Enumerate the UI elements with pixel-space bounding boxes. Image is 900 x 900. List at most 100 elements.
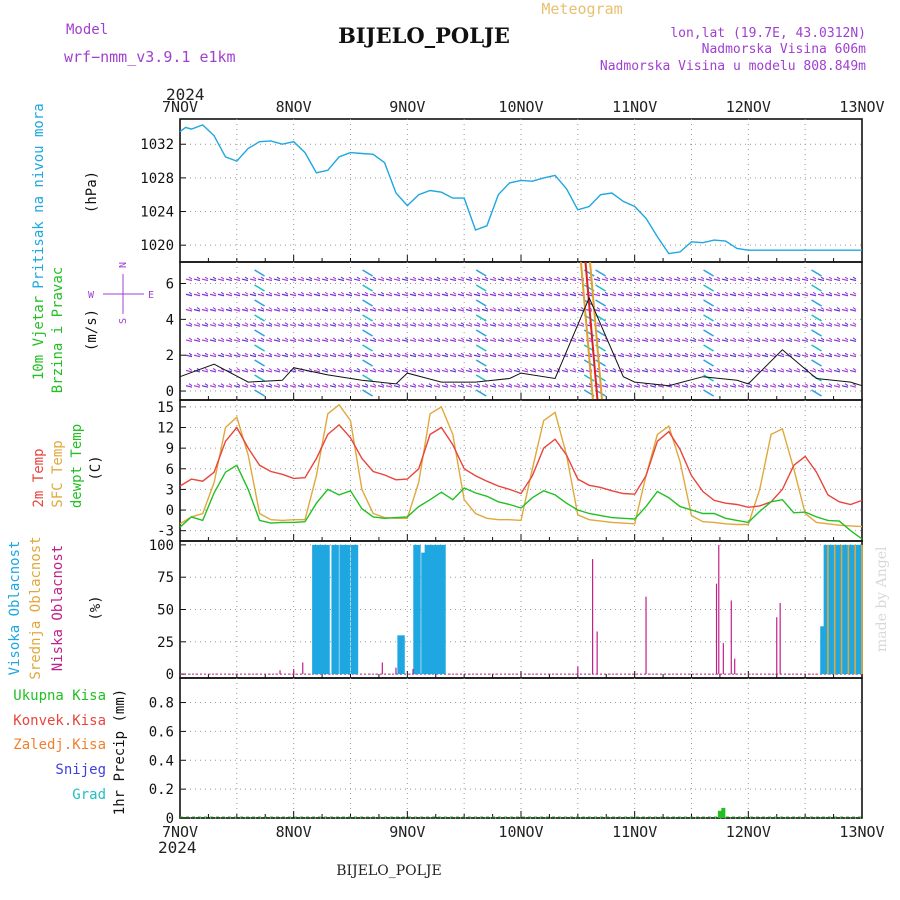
wind-arrow <box>737 324 745 327</box>
wind-arrow-head <box>516 322 521 326</box>
wind-arrow <box>329 324 337 327</box>
wind-arrow <box>441 293 449 297</box>
wind-arrow-head <box>508 276 513 280</box>
wind-arrow-head <box>420 276 425 280</box>
wind-arrow-head <box>244 337 249 341</box>
wind-arrow <box>497 278 505 282</box>
wind-arrow-head <box>692 276 697 280</box>
wind-arrow-head <box>388 276 393 280</box>
wind-arrow-head <box>364 276 369 280</box>
wind-arrow-head <box>372 291 377 295</box>
wind-arrow <box>201 308 209 312</box>
wind-arrow <box>401 293 409 297</box>
wind-arrow-transition <box>703 344 714 352</box>
wind-arrow-head <box>620 383 625 387</box>
wind-arrow-head <box>676 276 681 280</box>
wind-arrow-head <box>324 322 329 326</box>
wind-arrow <box>769 308 777 312</box>
wind-arrow-head <box>420 368 425 371</box>
wind-arrow-head <box>420 352 425 356</box>
wind-arrow-head <box>700 352 705 356</box>
wind-arrow-head <box>276 383 281 387</box>
wind-arrow <box>409 324 417 327</box>
wind-arrow-head <box>276 276 281 280</box>
wind-arrow-head <box>740 368 745 371</box>
wind-arrow <box>529 369 537 373</box>
wind-arrow <box>681 293 689 297</box>
wind-arrow <box>537 293 545 297</box>
wind-arrow <box>481 385 489 388</box>
wind-arrow <box>809 385 817 388</box>
wind-arrow-head <box>332 352 337 356</box>
y-tick-label: 0 <box>166 384 174 400</box>
wind-arrow <box>273 308 281 312</box>
wind-arrow <box>617 354 625 358</box>
wind-arrow <box>337 385 345 388</box>
wind-arrow-head <box>524 291 529 295</box>
wind-arrow-head <box>524 368 529 371</box>
wind-arrow-head <box>508 383 513 387</box>
wind-arrow-head <box>580 368 585 371</box>
wind-arrow <box>729 369 737 373</box>
wind-arrow <box>745 324 753 327</box>
wind-arrow-head <box>708 352 713 356</box>
wind-arrow-head <box>756 337 761 341</box>
wind-arrow-head <box>692 383 697 387</box>
wind-arrow-head <box>788 276 793 280</box>
wind-arrow <box>329 308 337 312</box>
wind-arrow-head <box>708 307 713 310</box>
wind-arrow <box>505 278 513 282</box>
wind-arrow-head <box>324 383 329 387</box>
wind-arrow-head <box>252 322 257 326</box>
wind-arrow <box>817 339 825 343</box>
wind-arrow <box>289 324 297 327</box>
wind-arrow <box>505 385 513 388</box>
wind-arrow-head <box>300 322 305 326</box>
wind-arrow <box>345 324 353 327</box>
legend-konvek: Konvek.Kisa <box>13 713 106 729</box>
wind-arrow-head <box>748 368 753 371</box>
wind-arrow <box>361 354 369 358</box>
wind-arrow-head <box>612 307 617 310</box>
wind-arrow <box>257 278 265 282</box>
wind-arrow <box>489 385 497 388</box>
wind-arrow-head <box>500 383 505 387</box>
wind-arrow-head <box>516 307 521 310</box>
wind-arrow <box>513 293 521 297</box>
wind-arrow <box>633 339 641 343</box>
wind-arrow-head <box>516 368 521 371</box>
wind-arrow <box>409 385 417 388</box>
high-cloud-bar <box>823 544 828 675</box>
wind-arrow-head <box>204 368 209 371</box>
y-tick-label: -3 <box>157 524 174 540</box>
wind-arrow-head <box>796 368 801 371</box>
wind-arrow <box>689 293 697 297</box>
wind-arrow-head <box>428 368 433 371</box>
wind-arrow-head <box>396 368 401 371</box>
wind-arrow-head <box>452 322 457 326</box>
wind-arrow-head <box>372 322 377 326</box>
wind-arrow <box>505 293 513 297</box>
wind-arrow <box>553 324 561 327</box>
wind-arrow-head <box>308 322 313 326</box>
wind-arrow <box>353 354 361 358</box>
wind-arrow-transition <box>362 314 373 322</box>
wind-arrow-head <box>796 276 801 280</box>
wind-arrow <box>729 354 737 358</box>
wind-arrow <box>513 354 521 358</box>
high-cloud-bar <box>397 635 402 675</box>
wind-arrow <box>241 293 249 297</box>
wind-arrow-head <box>812 352 817 356</box>
wind-arrow-head <box>212 322 217 326</box>
wind-arrow <box>505 354 513 358</box>
wind-arrow-head <box>604 322 609 326</box>
wind-arrow <box>321 308 329 312</box>
wind-arrow <box>665 339 673 343</box>
wind-arrow-head <box>684 337 689 341</box>
high-cloud-bar <box>847 544 852 675</box>
wind-arrow-head <box>356 352 361 356</box>
wind-arrow <box>641 278 649 282</box>
wind-arrow <box>665 369 673 373</box>
wind-arrow <box>825 354 833 358</box>
wind-arrow <box>561 339 569 343</box>
